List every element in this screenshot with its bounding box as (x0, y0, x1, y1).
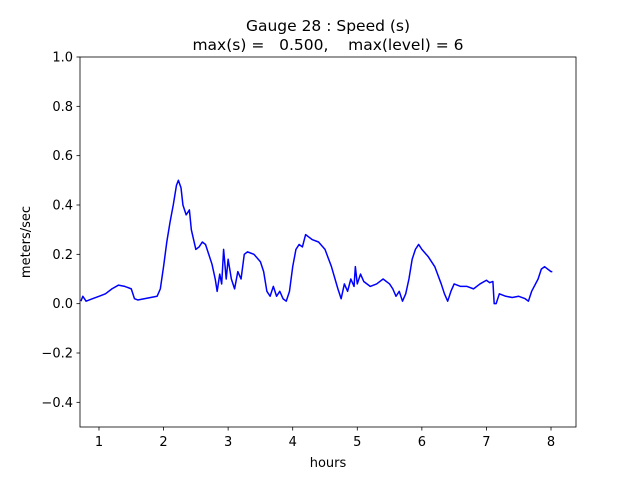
y-tick-label: −0.2 (41, 347, 73, 362)
y-tick-label: 0.8 (52, 100, 73, 115)
y-axis-label: meters/sec (19, 206, 34, 278)
x-axis-label: hours (310, 456, 347, 471)
x-tick-label: 5 (353, 435, 361, 450)
x-tick-label: 2 (159, 435, 167, 450)
line-series (80, 179, 553, 305)
y-tick-label: 1.0 (52, 51, 73, 66)
axes-frame (79, 56, 577, 428)
x-tick-label: 7 (482, 435, 490, 450)
y-tick-label: 0.6 (52, 149, 73, 164)
y-tick-label: 0.4 (52, 199, 73, 214)
x-tick-label: 1 (95, 435, 103, 450)
x-tick-label: 8 (547, 435, 555, 450)
y-tick-label: 0.0 (52, 297, 73, 312)
y-tick-label: 0.2 (52, 248, 73, 263)
y-tick-label: −0.4 (41, 396, 73, 411)
x-tick-label: 4 (289, 435, 297, 450)
chart-subtitle: max(s) = 0.500, max(level) = 6 (192, 36, 463, 54)
x-tick-label: 3 (224, 435, 232, 450)
x-tick-label: 6 (418, 435, 426, 450)
chart-title: Gauge 28 : Speed (s) (246, 17, 410, 35)
